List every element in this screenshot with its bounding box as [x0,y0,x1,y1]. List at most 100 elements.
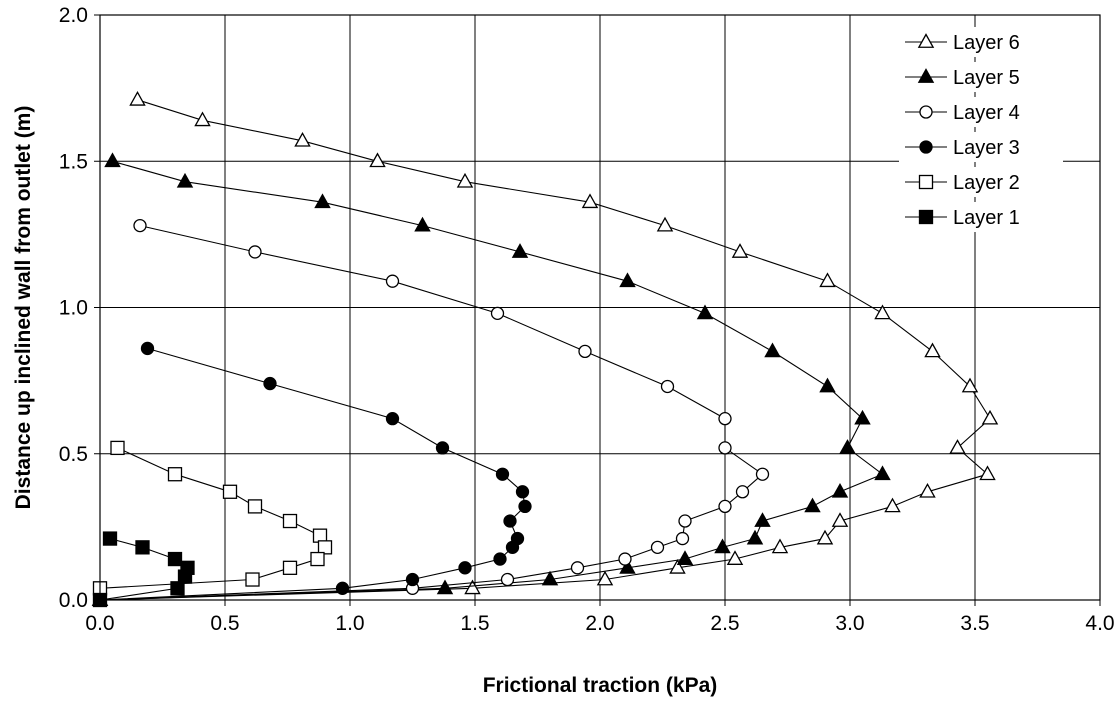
data-point [459,562,471,574]
data-point [920,211,933,224]
data-point [494,553,506,565]
data-point [875,467,889,480]
y-axis-title: Distance up inclined wall from outlet (m… [12,106,35,510]
series-layer-6 [93,92,997,605]
series-layer-4 [94,220,769,606]
data-point [337,582,349,594]
data-point [950,440,964,453]
data-point [111,441,124,454]
data-point [179,570,192,583]
data-point [246,573,259,586]
data-point [438,581,452,594]
x-tick-label: 3.0 [835,612,864,635]
y-tick-label: 1.0 [59,297,88,320]
data-point [855,411,869,424]
series-layer-5 [93,154,890,606]
x-tick-label: 2.5 [710,612,739,635]
data-point [130,92,144,105]
data-point [284,561,297,574]
data-point [833,484,847,497]
data-point [765,344,779,357]
data-point [169,468,182,481]
data-point [719,442,731,454]
legend-label: Layer 5 [953,67,1020,89]
data-point [437,442,449,454]
data-point [885,499,899,512]
data-point [925,344,939,357]
legend-label: Layer 4 [953,102,1020,124]
data-point [492,307,504,319]
data-point [748,531,762,544]
legend-entry: Layer 1 [899,202,1063,232]
x-tick-label: 4.0 [1085,612,1114,635]
data-point [579,345,591,357]
data-point [757,468,769,480]
x-tick-label: 3.5 [960,612,989,635]
y-tick-label: 0.0 [59,589,88,612]
data-point [733,244,747,257]
data-point [507,541,519,553]
legend-label: Layer 6 [953,32,1020,54]
data-point [719,413,731,425]
data-point [679,515,691,527]
data-point [319,541,332,554]
x-axis-title: Frictional traction (kPa) [483,674,718,697]
legend: Layer 6 Layer 5 Layer 4 Layer 3 Layer 2 Layer… [899,27,1063,232]
data-point [502,574,514,586]
data-point [311,553,324,566]
data-point [387,275,399,287]
series-layer-3 [94,342,531,606]
data-point [519,500,531,512]
series-layer-1 [94,532,195,606]
x-tick-label: 0.5 [210,612,239,635]
legend-entry: Layer 5 [899,62,1063,92]
data-point [820,379,834,392]
data-point [497,468,509,480]
data-point [387,413,399,425]
x-tick-label: 1.5 [460,612,489,635]
data-point [983,411,997,424]
data-point [136,541,149,554]
data-point [517,486,529,498]
data-point [407,574,419,586]
data-point [677,533,689,545]
data-point [134,220,146,232]
data-point [249,500,262,513]
y-tick-label: 0.5 [59,443,88,466]
series-layer-2 [94,441,332,594]
data-point [284,515,297,528]
y-tick-label: 1.5 [59,150,88,173]
x-tick-label: 1.0 [335,612,364,635]
data-point [264,378,276,390]
data-point [169,553,182,566]
data-point [104,532,117,545]
data-point [572,562,584,574]
x-tick-label: 0.0 [85,612,114,635]
legend-label: Layer 3 [953,137,1020,159]
data-point [171,582,184,595]
data-point [840,440,854,453]
data-point [249,246,261,258]
data-point [224,485,237,498]
data-point [719,500,731,512]
legend-entry: Layer 4 [899,97,1063,127]
data-point [980,467,994,480]
series-line [100,161,883,600]
data-point [662,380,674,392]
legend-entry: Layer 6 [899,27,1063,57]
legend-label: Layer 1 [953,207,1020,229]
data-point [920,176,933,189]
data-point [142,342,154,354]
legend-entry: Layer 2 [899,167,1063,197]
legend-label: Layer 2 [953,172,1020,194]
series-lines [93,92,997,606]
legend-entry: Layer 3 [899,132,1063,162]
series-line [100,100,990,600]
data-point [652,541,664,553]
data-point [805,499,819,512]
x-tick-label: 2.0 [585,612,614,635]
data-point [105,154,119,167]
y-tick-label: 2.0 [59,4,88,27]
